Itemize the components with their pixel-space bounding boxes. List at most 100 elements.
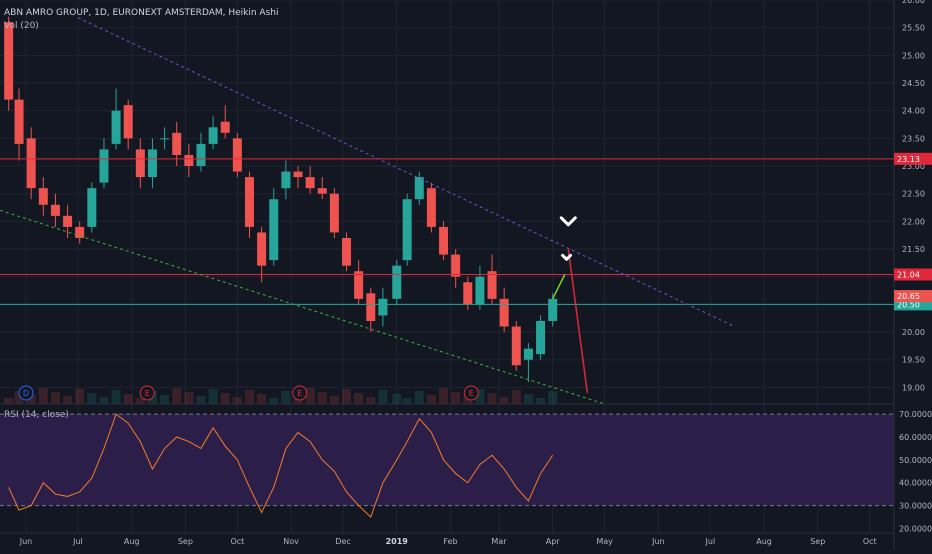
volume-bar <box>269 398 279 404</box>
projection-leg[interactable] <box>552 274 566 300</box>
rsi-tick-label: 40.0000 <box>899 479 932 488</box>
price-axis[interactable]: 26.00 25.50 25.00 24.50 24.00 23.50 23.00 22.50… <box>902 0 925 392</box>
candle-body[interactable] <box>172 132 182 155</box>
candle-body[interactable] <box>523 348 533 360</box>
candle-body[interactable] <box>402 199 412 261</box>
candle-body[interactable] <box>160 138 170 140</box>
volume-bar <box>548 391 558 404</box>
candles[interactable] <box>4 16 558 382</box>
candle-body[interactable] <box>208 127 218 144</box>
candle-body[interactable] <box>281 171 291 189</box>
candle-body[interactable] <box>499 298 509 327</box>
time-tick-label: Mar <box>491 537 507 546</box>
volume-bar <box>523 394 533 404</box>
time-tick-label: Oct <box>230 537 244 546</box>
candle-body[interactable] <box>4 22 14 100</box>
rsi-panel[interactable] <box>0 413 894 518</box>
volume-bar <box>392 394 402 404</box>
volume-bar <box>196 396 206 404</box>
last-price-text: 20.65 <box>897 292 920 301</box>
candle-body[interactable] <box>220 121 230 133</box>
trend-line-upper[interactable] <box>77 17 735 327</box>
volume-bar <box>38 388 48 404</box>
down-arrow-marker[interactable] <box>559 216 577 227</box>
rsi-label: RSI (14, close) <box>4 410 69 420</box>
volume-bar <box>26 395 36 404</box>
candle-body[interactable] <box>354 271 364 299</box>
event-marker[interactable] <box>463 385 479 401</box>
candle-body[interactable] <box>536 320 546 355</box>
candle-body[interactable] <box>184 154 194 167</box>
price-tick-label: 23.50 <box>902 134 925 143</box>
time-tick-label: Sep <box>178 537 193 546</box>
trend-lines[interactable] <box>0 17 735 405</box>
candle-body[interactable] <box>414 177 424 200</box>
event-marker[interactable] <box>139 385 155 401</box>
candle-body[interactable] <box>38 188 48 205</box>
candle-body[interactable] <box>87 188 97 227</box>
event-marker[interactable] <box>292 385 308 401</box>
candle-body[interactable] <box>451 254 461 277</box>
volume-bar <box>281 391 291 404</box>
candle-body[interactable] <box>293 171 303 178</box>
candle-body[interactable] <box>75 226 85 238</box>
down-arrow-marker[interactable] <box>561 253 573 261</box>
rsi-line[interactable] <box>8 413 554 518</box>
projection[interactable] <box>552 216 589 394</box>
event-marker[interactable] <box>18 385 34 401</box>
candle-body[interactable] <box>99 149 109 183</box>
candle-body[interactable] <box>50 204 60 216</box>
volume-bar <box>366 397 376 404</box>
volume-bar <box>487 393 497 404</box>
projection-leg[interactable] <box>567 248 589 394</box>
candle-body[interactable] <box>26 138 36 189</box>
candle-body[interactable] <box>196 143 206 167</box>
candle-body[interactable] <box>257 232 267 266</box>
chart-title: ABN AMRO GROUP, 1D, EURONEXT AMSTERDAM, … <box>4 8 279 18</box>
candle-body[interactable] <box>147 149 157 178</box>
candle-body[interactable] <box>244 177 254 227</box>
candle-body[interactable] <box>63 215 73 227</box>
time-tick-label: Jul <box>705 537 716 546</box>
candle-body[interactable] <box>14 99 24 144</box>
candle-body[interactable] <box>366 293 376 321</box>
price-tick-label: 20.00 <box>902 328 925 337</box>
candle-body[interactable] <box>111 110 121 144</box>
candle-body[interactable] <box>487 271 497 299</box>
candle-body[interactable] <box>511 326 521 366</box>
candle-body[interactable] <box>232 138 242 172</box>
rsi-tick-label: 60.0000 <box>899 433 932 442</box>
price-tick-label: 24.00 <box>902 107 925 116</box>
candle-body[interactable] <box>378 298 388 316</box>
level-label-box <box>894 268 932 281</box>
candle-body[interactable] <box>392 265 402 299</box>
time-axis[interactable]: Jun Jul Aug Sep Oct Nov Dec 2019 Feb Mar Apr May Jun… <box>19 537 877 546</box>
candle-body[interactable] <box>439 226 449 255</box>
candle-body[interactable] <box>135 149 145 178</box>
volume-bar <box>342 389 352 404</box>
volume-bar <box>87 393 97 404</box>
rsi-axis[interactable]: 70.0000 60.0000 50.0000 40.0000 30.0000 20.00… <box>899 410 932 533</box>
price-tick-label: 24.50 <box>902 79 925 88</box>
candle-body[interactable] <box>305 177 315 189</box>
trend-line-lower[interactable] <box>0 209 605 405</box>
volume-bar <box>378 390 388 404</box>
candle-body[interactable] <box>463 282 473 305</box>
candle-body[interactable] <box>475 276 485 305</box>
candle-body[interactable] <box>426 188 436 227</box>
candle-body[interactable] <box>317 188 327 194</box>
horizontal-levels[interactable] <box>0 158 894 305</box>
candle-body[interactable] <box>123 105 133 139</box>
volume-bar <box>99 397 109 404</box>
candle-body[interactable] <box>342 237 352 266</box>
candle-body[interactable] <box>329 193 339 233</box>
volume-bar <box>220 393 230 404</box>
candle-body[interactable] <box>269 199 279 261</box>
time-tick-label: Feb <box>443 537 457 546</box>
rsi-tick-label: 70.0000 <box>899 410 932 419</box>
price-tick-label: 25.00 <box>902 51 925 60</box>
candle-body[interactable] <box>548 298 558 321</box>
